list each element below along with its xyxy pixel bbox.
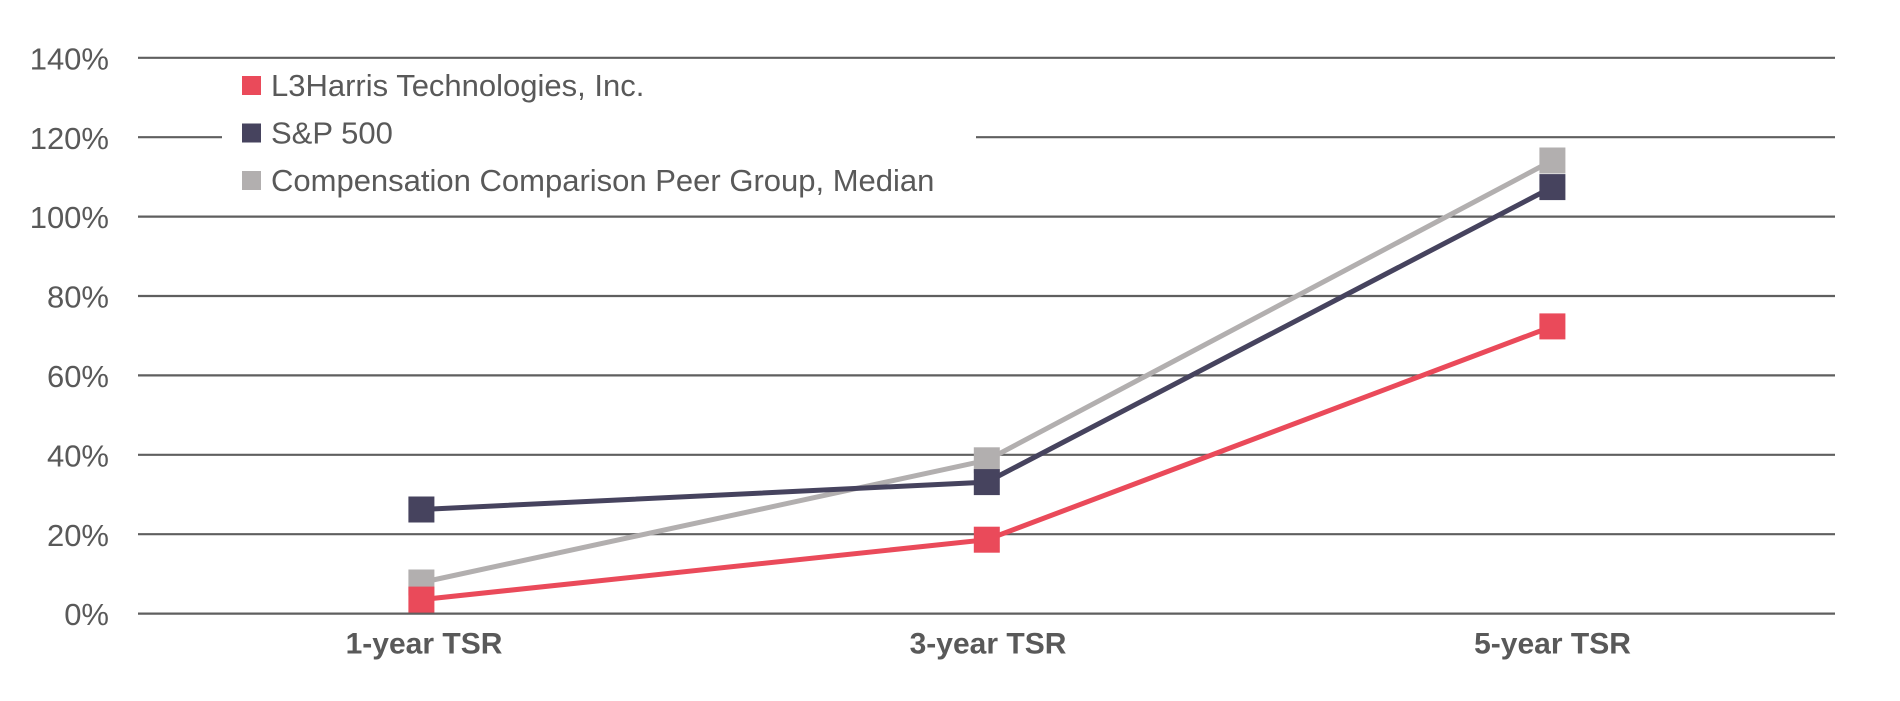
svg-text:0%: 0% bbox=[64, 597, 109, 632]
svg-text:Compensation Comparison Peer G: Compensation Comparison Peer Group, Medi… bbox=[271, 163, 934, 198]
svg-text:140%: 140% bbox=[30, 41, 109, 76]
svg-text:L3Harris Technologies, Inc.: L3Harris Technologies, Inc. bbox=[271, 68, 644, 103]
svg-text:100%: 100% bbox=[30, 200, 109, 235]
svg-text:S&P 500: S&P 500 bbox=[271, 116, 393, 151]
svg-text:1-year TSR: 1-year TSR bbox=[346, 628, 503, 661]
svg-text:80%: 80% bbox=[47, 280, 109, 315]
svg-text:3-year TSR: 3-year TSR bbox=[910, 628, 1067, 661]
svg-text:60%: 60% bbox=[47, 359, 109, 394]
svg-text:40%: 40% bbox=[47, 438, 109, 473]
svg-text:5-year TSR: 5-year TSR bbox=[1474, 628, 1631, 661]
svg-text:120%: 120% bbox=[30, 121, 109, 156]
svg-text:20%: 20% bbox=[47, 518, 109, 553]
